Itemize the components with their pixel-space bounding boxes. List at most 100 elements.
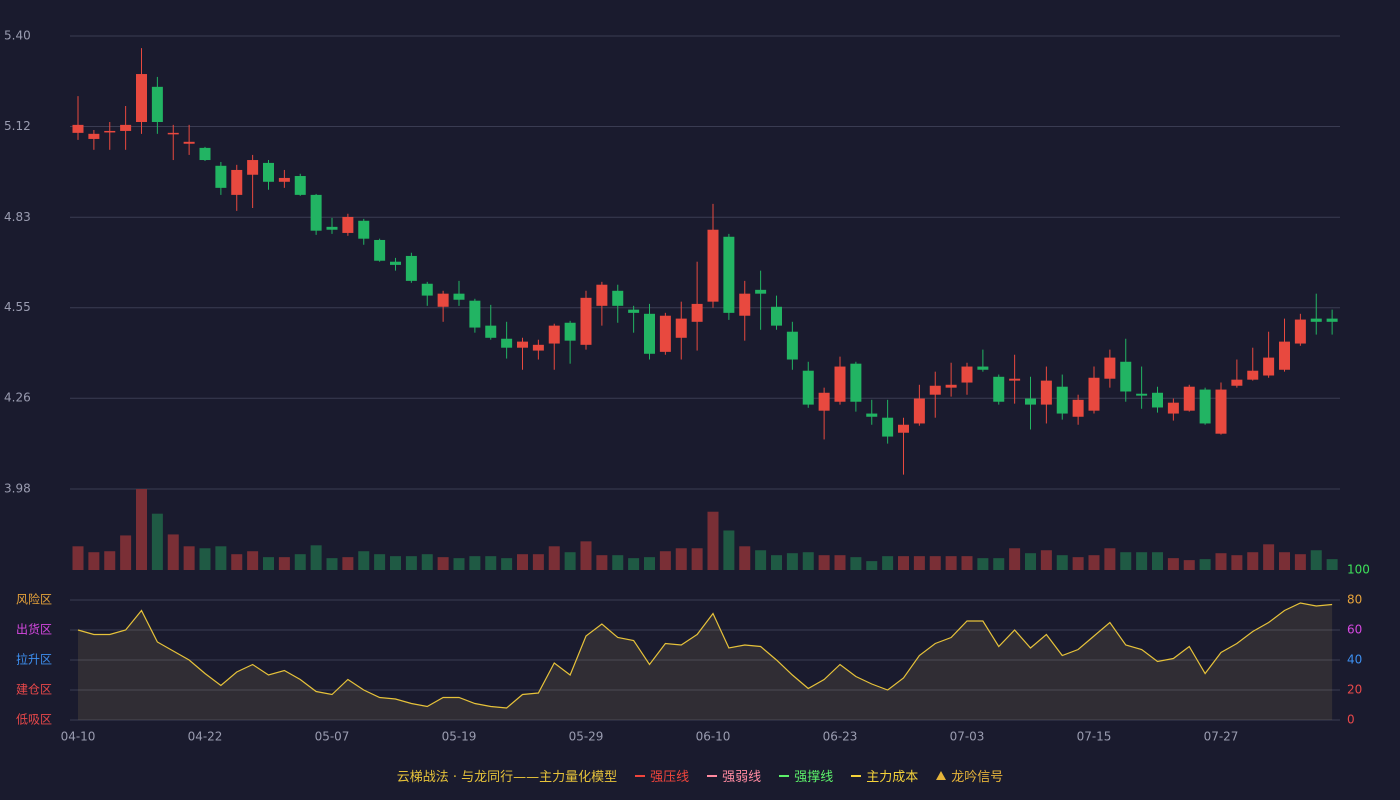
volume-bar (88, 552, 100, 570)
volume-bar (199, 548, 211, 570)
candle-body (850, 363, 862, 402)
volume-bar (802, 552, 814, 570)
candle-body (977, 366, 989, 370)
volume-bar (120, 535, 132, 570)
candle-body (199, 147, 211, 161)
volume-bar (1009, 548, 1021, 570)
volume-bar (691, 548, 703, 570)
legend-item: 龙吟信号 (936, 766, 1003, 785)
y2-tick-label: 0 (1347, 713, 1355, 727)
volume-bar (1120, 552, 1132, 570)
volume-bar (818, 555, 830, 570)
candle-body (580, 297, 592, 345)
volume-bar (72, 546, 84, 570)
candle-body (1279, 341, 1290, 370)
volume-bar (866, 561, 878, 570)
volume-bar (834, 555, 846, 570)
candle-body (120, 124, 132, 131)
candle-body (469, 300, 481, 328)
volume-bar (644, 557, 655, 570)
volume-bar (850, 557, 862, 570)
x-tick-label: 06-23 (823, 730, 858, 744)
y-tick-label: 4.83 (4, 210, 31, 224)
volume-bar (421, 554, 433, 570)
candle-body (1136, 393, 1148, 396)
candle-body (278, 177, 290, 182)
x-tick-label: 04-22 (188, 730, 223, 744)
volume-bar (104, 551, 116, 570)
y-tick-label: 3.98 (4, 482, 31, 496)
candle-body (1247, 370, 1259, 380)
candle-body (913, 398, 925, 424)
y-tick-label: 4.26 (4, 391, 31, 405)
legend-swatch (707, 774, 718, 777)
candle-body (1072, 399, 1084, 417)
volume-bar (1247, 552, 1259, 570)
candle-body (945, 384, 957, 388)
candle-body (326, 226, 338, 230)
candle-body (548, 325, 560, 344)
zone-label: 拉升区 (16, 652, 52, 667)
x-tick-label: 07-15 (1077, 730, 1112, 744)
candle-body (247, 160, 259, 175)
y2-tick-label: 20 (1347, 683, 1362, 697)
candle-body (929, 385, 941, 395)
volume-bar (390, 556, 401, 570)
candle-body (739, 293, 751, 316)
volume-bar (628, 558, 640, 570)
volume-bar (882, 556, 894, 570)
candle-body (453, 293, 465, 300)
candle-body (882, 417, 894, 437)
volume-bar (977, 558, 989, 570)
volume-bar (215, 546, 227, 570)
candle-body (691, 303, 703, 322)
volume-bar (437, 557, 449, 570)
volume-bar (1183, 560, 1195, 570)
candle-body (961, 366, 973, 383)
x-tick-label: 05-29 (569, 730, 604, 744)
candle-body (1088, 377, 1100, 411)
legend-item: 强弱线 (707, 766, 761, 785)
volume-bar (342, 557, 354, 570)
candle-body (564, 322, 576, 341)
area-fill (78, 603, 1333, 720)
candle-body (437, 293, 449, 307)
legend-label: 强撑线 (794, 770, 834, 785)
volume-bar (136, 489, 147, 570)
volume-bar (1072, 557, 1084, 570)
candle-body (1152, 392, 1163, 408)
candle-body (1215, 389, 1227, 434)
candle-body (755, 289, 767, 294)
candle-body (215, 165, 227, 188)
volume-bar (707, 511, 719, 570)
candle-body (1263, 357, 1275, 376)
candle-body (1009, 378, 1021, 381)
candle-body (136, 74, 147, 122)
volume-bar (612, 555, 624, 570)
candle-body (167, 132, 179, 135)
candle-body (88, 133, 100, 139)
candle-body (421, 283, 433, 296)
volume-bar (501, 558, 513, 570)
candle-body (1183, 386, 1195, 411)
indicator-line (77, 602, 1333, 709)
candle-body (675, 318, 687, 338)
legend-label: 强弱线 (722, 770, 762, 785)
candle-body (231, 169, 243, 195)
x-tick-label: 05-19 (442, 730, 477, 744)
candle-body (1167, 402, 1179, 414)
x-tick-label: 04-10 (61, 730, 96, 744)
volume-bar (247, 551, 259, 570)
candle-body (1231, 379, 1243, 386)
volume-bar (1279, 552, 1290, 570)
candle-body (818, 392, 830, 411)
volume-bar (548, 546, 560, 570)
volume-bar (913, 556, 925, 570)
legend-title: 云梯战法 · 与龙同行——主力量化模型 (396, 770, 618, 785)
y-tick-label: 5.40 (4, 29, 31, 43)
volume-bar (1263, 544, 1275, 570)
volume-bar (1231, 555, 1243, 570)
candle-body (501, 338, 513, 348)
x-tick-label: 07-03 (950, 730, 985, 744)
